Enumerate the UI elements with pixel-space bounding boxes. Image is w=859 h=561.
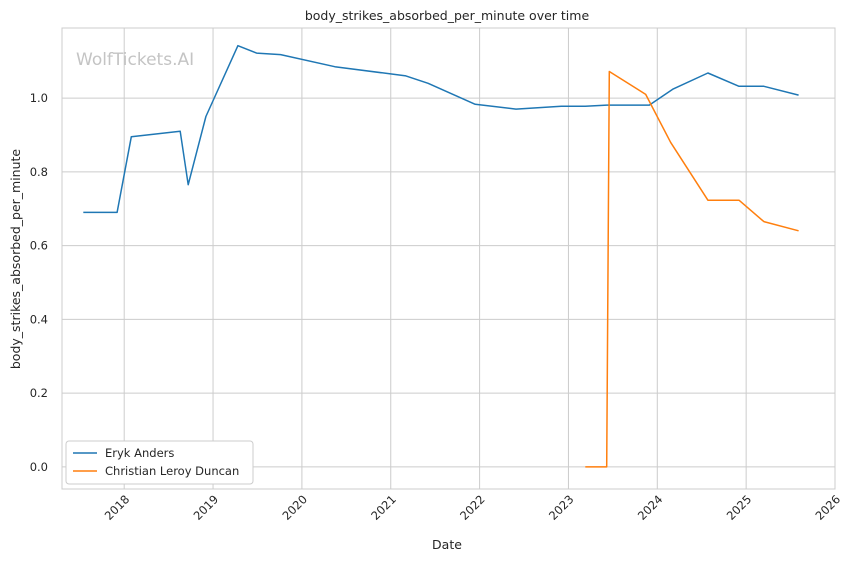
- plot-area: [61, 27, 836, 490]
- y-tick-label: 0.6: [30, 239, 48, 253]
- series-lines: [83, 44, 799, 468]
- grid-lines: [62, 28, 836, 489]
- legend-box: [65, 440, 254, 485]
- y-tick-label: 0.4: [30, 312, 48, 326]
- legend: Eryk Anders Christian Leroy Duncan: [65, 440, 254, 485]
- legend-label-christian-leroy-duncan: Christian Leroy Duncan: [105, 464, 239, 478]
- x-axis-title: Date: [432, 537, 462, 552]
- y-tick-label: 0.8: [30, 165, 48, 179]
- series-line-eryk-anders: [83, 44, 799, 214]
- watermark: WolfTickets.AI: [76, 50, 194, 70]
- chart-title: body_strikes_absorbed_per_minute over ti…: [305, 8, 590, 23]
- y-tick-label: 1.0: [30, 91, 48, 105]
- series-line-christian-leroy-duncan: [585, 70, 799, 468]
- y-axis-ticks: 0.0 0.2 0.4 0.6 0.8 1.0: [30, 91, 48, 474]
- legend-label-eryk-anders: Eryk Anders: [105, 446, 174, 460]
- y-tick-label: 0.0: [30, 460, 48, 474]
- y-axis-title: body_strikes_absorbed_per_minute: [8, 149, 23, 370]
- y-tick-label: 0.2: [30, 386, 48, 400]
